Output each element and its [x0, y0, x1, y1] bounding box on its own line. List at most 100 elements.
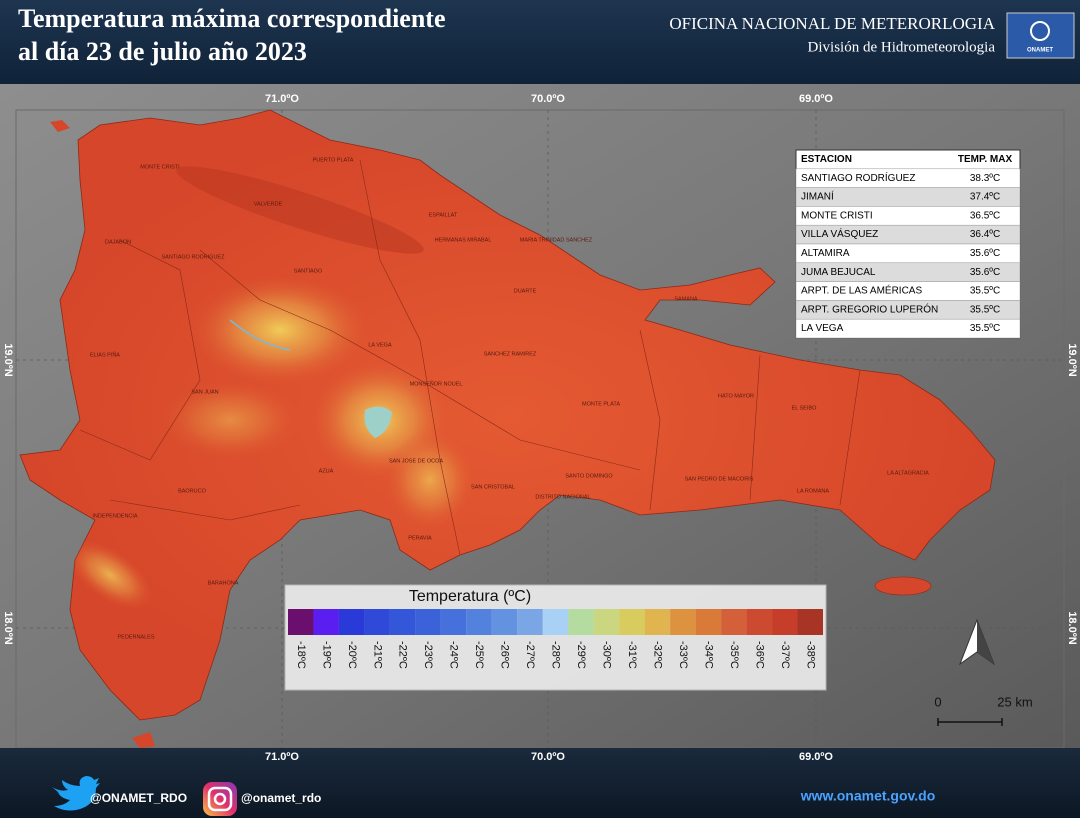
region-label: MONTE CRISTI	[140, 164, 180, 170]
title-line: Temperatura máxima correspondiente	[18, 4, 446, 33]
region-labels: MONTE CRISTI PUERTO PLATA VALVERDE ESPAILLA…	[90, 157, 929, 640]
logo: ONAMET	[1006, 12, 1075, 59]
legend-swatch	[746, 609, 773, 635]
region-label: MARIA TRINIDAD SANCHEZ	[520, 237, 593, 243]
table-header: TEMP. MAX	[958, 154, 1013, 165]
region-label: LA VEGA	[368, 342, 392, 348]
legend-swatch	[364, 609, 390, 635]
region-label: SANTIAGO RODRIGUEZ	[162, 254, 226, 260]
division: División de Hidrometeorologia	[808, 39, 996, 55]
legend-swatch	[313, 609, 339, 635]
station-name: LA VEGA	[801, 323, 844, 334]
table-header: ESTACION	[801, 154, 852, 165]
region-label: SAN JUAN	[191, 389, 218, 395]
longitude-label: 70.0ºO	[531, 751, 565, 763]
region-label: SAN CRISTOBAL	[471, 484, 515, 490]
instagram-glyph	[207, 786, 233, 812]
legend-label: -28ºC	[550, 641, 562, 669]
instagram-handle[interactable]: @onamet_rdo	[241, 791, 321, 805]
legend-swatch	[772, 609, 798, 635]
boundary	[359, 159, 461, 556]
legend-label: -21ºC	[371, 641, 383, 669]
legend-label: -18ºC	[295, 641, 307, 669]
region-label: BARAHONA	[208, 580, 239, 586]
highland	[66, 539, 154, 611]
legend-swatch	[644, 609, 671, 635]
station-name: ALTAMIRA	[801, 248, 850, 259]
station-name: ARPT. GREGORIO LUPERÓN	[801, 302, 938, 315]
legend-swatch	[389, 609, 416, 635]
region-label: SAN PEDRO DE MACORIS	[685, 476, 754, 482]
legend-label: -38ºC	[804, 641, 816, 669]
station-name: ARPT. DE LAS AMÉRICAS	[801, 284, 922, 297]
region-label: PUERTO PLATA	[313, 157, 354, 163]
north-arrow	[958, 618, 996, 666]
legend-swatch	[542, 609, 569, 635]
station-temp: 35.5ºC	[970, 304, 1000, 315]
header-bar	[0, 0, 1080, 84]
station-temp: 35.6ºC	[970, 248, 1000, 259]
scale-end: 25 km	[997, 694, 1032, 709]
latitude-label: 19.0ºN	[1066, 343, 1078, 376]
legend-swatch	[491, 609, 518, 635]
longitude-label: 70.0ºO	[531, 93, 565, 105]
station-temp: 35.5ºC	[970, 286, 1000, 297]
longitude-label: 69.0ºO	[799, 93, 833, 105]
legend-title: Temperatura (ºC)	[409, 588, 531, 605]
lake	[364, 406, 392, 438]
region-label: LA ALTAGRACIA	[887, 470, 929, 476]
footer-bar	[0, 748, 1080, 818]
latitude-label: 18.0ºN	[2, 611, 14, 644]
footer: @ONAMET_RDO @onamet_rdo www.onamet.gov.d…	[52, 776, 935, 816]
boundary	[79, 239, 201, 461]
logo-emblem	[1030, 21, 1050, 41]
legend-swatch	[568, 609, 594, 635]
legend-swatch	[415, 609, 441, 635]
region-label: SANTO DOMINGO	[565, 473, 613, 479]
station-table: ESTACION TEMP. MAX SANTIAGO RODRÍGUEZ 38.3º…	[795, 149, 1021, 339]
legend-swatch	[695, 609, 722, 635]
region-label: DISTRITO NACIONAL	[535, 494, 590, 500]
region-label: ELIAS PIÑA	[90, 351, 120, 358]
latitude-label: 19.0ºN	[2, 343, 14, 376]
website[interactable]: www.onamet.gov.do	[800, 788, 936, 804]
twitter-icon	[52, 776, 100, 811]
station-name: MONTE CRISTI	[801, 210, 873, 221]
station-temp: 37.4ºC	[970, 192, 1000, 203]
legend-swatch	[670, 609, 696, 635]
valley	[176, 166, 424, 254]
region-label: DUARTE	[514, 288, 537, 294]
legend-label: -20ºC	[346, 641, 358, 669]
scale-start: 0	[934, 694, 941, 709]
legend-label: -27ºC	[524, 641, 536, 669]
station-temp: 35.6ºC	[970, 267, 1000, 278]
legend-label: -22ºC	[397, 641, 409, 669]
station-temp: 36.5ºC	[970, 210, 1000, 221]
river	[229, 319, 291, 351]
north-arrow-shade	[977, 620, 994, 664]
scale-line	[937, 718, 1003, 726]
legend-label: -23ºC	[422, 641, 434, 669]
coordinate-labels: 71.0ºO 71.0ºO 70.0ºO 70.0ºO 69.0ºO 69.0ºO 19.0…	[2, 93, 1078, 763]
station-name: JUMA BEJUCAL	[801, 267, 876, 278]
legend-label: -33ºC	[677, 641, 689, 669]
legend-label: -37ºC	[779, 641, 791, 669]
legend-swatch	[797, 609, 823, 635]
region-label: SAN JOSE DE OCOA	[389, 458, 443, 464]
region-label: EL SEIBO	[792, 405, 818, 411]
title-line: al día 23 de julio año 2023	[18, 37, 307, 66]
twitter-handle[interactable]: @ONAMET_RDO	[90, 791, 187, 805]
region-label: SANCHEZ RAMIREZ	[484, 351, 537, 357]
legend-swatch	[466, 609, 492, 635]
region-label: BAORUCO	[178, 488, 207, 494]
legend-swatch	[619, 609, 645, 635]
legend-label: -24ºC	[448, 641, 460, 669]
organization: OFICINA NACIONAL DE METERORLOGIA	[669, 14, 995, 33]
legend-swatch	[593, 609, 620, 635]
boundary	[109, 499, 301, 521]
legend-label: -25ºC	[473, 641, 485, 669]
legend-label: -19ºC	[320, 641, 332, 669]
station-name: VILLA VÁSQUEZ	[801, 227, 878, 240]
legend-label: -31ºC	[626, 641, 638, 669]
